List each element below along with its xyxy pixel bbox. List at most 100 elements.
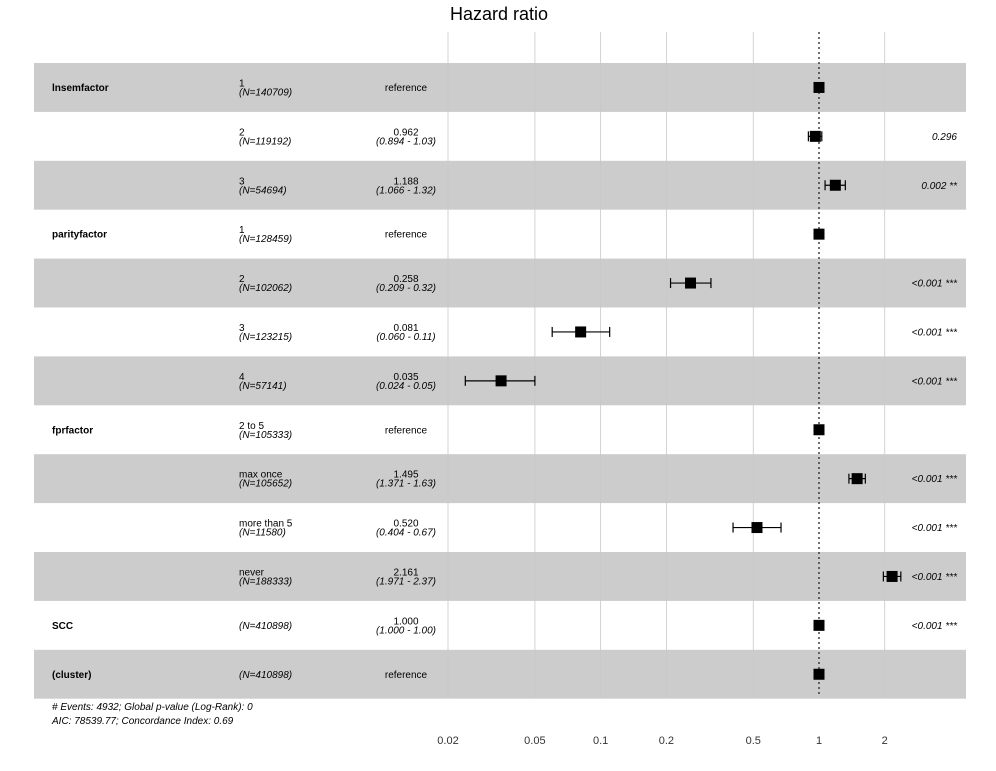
forest-row: 2(N=102062) 0.258(0.209 - 0.32) <0.001 *** — [239, 274, 958, 294]
ci-label: (0.024 - 0.05) — [376, 381, 436, 392]
variable-label: SCC — [52, 621, 73, 632]
estimate-label: 2.161 — [393, 567, 418, 578]
footer-aic: AIC: 78539.77; Concordance Index: 0.69 — [51, 716, 234, 727]
hr-marker — [685, 277, 697, 289]
p-value-label: <0.001 *** — [912, 621, 958, 632]
level-label: 4 — [239, 372, 245, 383]
chart-title: Hazard ratio — [450, 4, 548, 24]
x-tick-label: 0.05 — [524, 735, 545, 747]
ci-label: (0.894 - 1.03) — [376, 136, 436, 147]
n-label: (N=410898) — [239, 670, 292, 681]
row-band — [34, 258, 966, 308]
row-band — [34, 454, 966, 504]
estimate-label: 0.081 — [393, 323, 418, 334]
hr-marker — [813, 668, 825, 680]
row-band — [34, 552, 966, 601]
n-label: (N=140709) — [239, 87, 292, 98]
forest-row: more than 5(N=11580) 0.520(0.404 - 0.67) <… — [239, 519, 958, 539]
p-value-label: <0.001 *** — [912, 572, 958, 583]
n-label: (N=11580) — [239, 528, 286, 539]
row-band — [34, 649, 966, 699]
p-value-label: <0.001 *** — [912, 327, 958, 338]
forest-row: lnsemfactor 1(N=140709) reference — [52, 78, 825, 98]
forest-rows: lnsemfactor 1(N=140709) reference2(N=11919… — [52, 78, 958, 680]
estimate-label: 0.035 — [393, 372, 418, 383]
estimate-label: reference — [385, 230, 428, 241]
variable-label: fprfactor — [52, 425, 93, 436]
n-label: (N=410898) — [239, 621, 292, 632]
forest-row: fprfactor 2 to 5(N=105333) reference — [52, 421, 825, 441]
ci-label: (1.000 - 1.00) — [376, 625, 436, 636]
forest-row: 3(N=123215) 0.081(0.060 - 0.11) <0.001 *** — [239, 323, 958, 343]
row-band — [34, 160, 966, 210]
ci-label: (0.060 - 0.11) — [376, 332, 435, 343]
forest-row: (cluster) (N=410898) reference — [52, 668, 825, 681]
estimate-label: reference — [385, 425, 428, 436]
n-label: (N=128459) — [239, 234, 292, 245]
hr-marker — [813, 619, 825, 631]
n-label: (N=57141) — [239, 381, 287, 392]
level-label: 2 — [239, 274, 245, 285]
hr-marker — [813, 81, 825, 93]
footer-events: # Events: 4932; Global p-value (Log-Rank… — [52, 702, 253, 713]
forest-row: 4(N=57141) 0.035(0.024 - 0.05) <0.001 *** — [239, 372, 958, 392]
estimate-label: reference — [385, 670, 428, 681]
hr-marker — [575, 326, 587, 338]
x-gridlines — [447, 32, 886, 697]
p-value-label: <0.001 *** — [912, 523, 958, 534]
x-axis-ticks: 0.02 0.05 0.1 0.2 0.5 1 2 — [437, 735, 888, 747]
ci-label: (1.971 - 2.37) — [376, 576, 436, 587]
forest-row: SCC (N=410898) 1.000(1.000 - 1.00) <0.001 *… — [52, 616, 958, 636]
ci-label: (1.371 - 1.63) — [376, 479, 436, 490]
estimate-label: 1.188 — [393, 176, 418, 187]
level-label: 3 — [239, 176, 245, 187]
n-label: (N=188333) — [239, 576, 292, 587]
hr-marker — [886, 570, 898, 582]
level-label: 2 to 5 — [239, 421, 264, 432]
x-tick-label: 2 — [882, 735, 888, 747]
row-bands — [34, 63, 966, 699]
p-value-label: 0.296 — [932, 132, 957, 143]
x-tick-label: 0.5 — [746, 735, 761, 747]
hr-marker — [829, 179, 841, 191]
level-label: max once — [239, 470, 283, 481]
hr-marker — [495, 375, 507, 387]
p-value-label: <0.001 *** — [912, 474, 958, 485]
estimate-label: 1.495 — [393, 470, 418, 481]
ci-label: (0.209 - 0.32) — [376, 283, 436, 294]
n-label: (N=102062) — [239, 283, 292, 294]
n-label: (N=54694) — [239, 185, 287, 196]
level-label: more than 5 — [239, 519, 293, 530]
level-label: 2 — [239, 127, 245, 138]
level-label: 1 — [239, 225, 245, 236]
forest-row: 2(N=119192) 0.962(0.894 - 1.03) 0.296 — [239, 127, 957, 147]
hr-marker — [751, 522, 763, 534]
hr-marker — [851, 473, 863, 485]
forest-row: parityfactor 1(N=128459) reference — [52, 225, 825, 245]
estimate-label: 0.520 — [393, 519, 418, 530]
hr-marker — [813, 228, 825, 240]
p-value-label: <0.001 *** — [912, 376, 958, 387]
variable-label: lnsemfactor — [52, 83, 109, 94]
n-label: (N=105652) — [239, 479, 292, 490]
n-label: (N=123215) — [239, 332, 292, 343]
ci-label: (0.404 - 0.67) — [376, 528, 436, 539]
estimate-label: reference — [385, 83, 428, 94]
level-label: never — [239, 567, 265, 578]
estimate-label: 0.258 — [393, 274, 418, 285]
estimate-label: 1.000 — [393, 616, 418, 627]
variable-label: parityfactor — [52, 230, 107, 241]
level-label: 1 — [239, 78, 245, 89]
n-label: (N=119192) — [239, 136, 291, 147]
hr-marker — [809, 130, 821, 142]
x-tick-label: 0.2 — [659, 735, 674, 747]
row-band — [34, 63, 966, 112]
x-tick-label: 0.02 — [437, 735, 458, 747]
hr-marker — [813, 424, 825, 436]
ci-label: (1.066 - 1.32) — [376, 185, 436, 196]
variable-label: (cluster) — [52, 670, 91, 681]
p-value-label: <0.001 *** — [912, 279, 958, 290]
n-label: (N=105333) — [239, 430, 292, 441]
forest-row: max once(N=105652) 1.495(1.371 - 1.63) <0.… — [239, 470, 958, 490]
